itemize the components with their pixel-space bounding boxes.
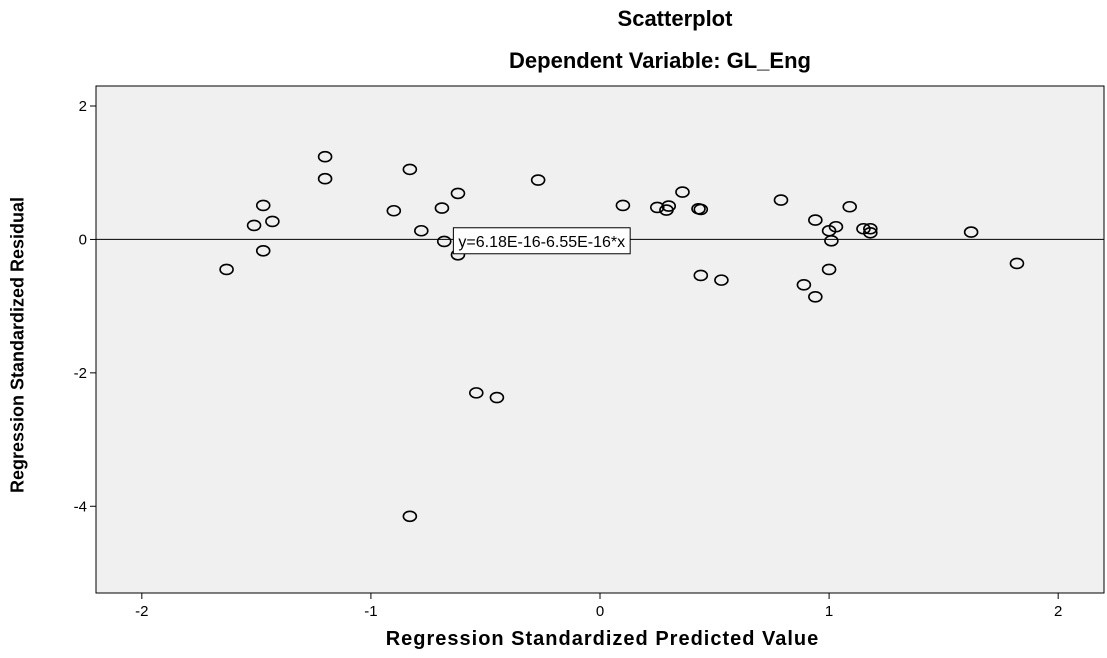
y-tick-label: -4 (74, 498, 87, 515)
data-point (842, 200, 858, 213)
data-point (863, 222, 878, 235)
x-axis-label: Regression Standardized Predicted Value (385, 628, 820, 650)
data-point (255, 244, 271, 257)
x-tick-label: 2 (1054, 603, 1062, 620)
data-point (808, 214, 823, 226)
data-point (414, 224, 429, 237)
data-point (402, 163, 418, 176)
fit-line-label: y=6.18E-16-6.55E-16*x (452, 227, 631, 255)
data-points (219, 150, 1025, 523)
chart-subtitle: Dependent Variable: GL_Eng (509, 48, 811, 73)
data-point (828, 220, 844, 233)
x-tick-label: 1 (825, 603, 833, 620)
data-point (824, 234, 839, 247)
y-tick-label: 2 (79, 98, 87, 115)
chart-title: Scatterplot (617, 6, 733, 31)
data-point (821, 263, 837, 276)
data-point (386, 204, 402, 217)
data-point (863, 226, 878, 239)
data-point (693, 269, 709, 282)
fit-line-label-text: y=6.18E-16-6.55E-16*x (458, 234, 625, 251)
x-tick-label: -2 (135, 603, 148, 620)
data-point (693, 203, 709, 216)
x-tick-label: 0 (596, 603, 604, 620)
axis-ticks: -2 -1 0 1 2 -4 -2 0 2 (74, 98, 1063, 620)
data-point (317, 172, 333, 185)
data-point (649, 201, 665, 214)
data-point (615, 199, 631, 212)
data-point (661, 200, 677, 212)
data-point (963, 226, 979, 238)
data-point (468, 387, 484, 399)
data-point (796, 278, 812, 291)
x-tick-label: -1 (364, 603, 377, 620)
data-point (402, 510, 418, 523)
data-point (773, 194, 789, 206)
data-point (434, 202, 450, 214)
data-point (714, 274, 729, 286)
data-point (219, 263, 234, 276)
data-point (675, 186, 690, 198)
data-point (450, 187, 466, 200)
data-point (1009, 257, 1025, 270)
data-point (436, 235, 452, 248)
data-point (317, 150, 333, 163)
data-point (246, 219, 262, 232)
data-point (489, 391, 505, 404)
y-tick-label: -2 (74, 365, 87, 382)
data-point (808, 291, 823, 303)
plot-background (95, 85, 1105, 594)
data-point (255, 199, 271, 212)
fit-line-label-box (452, 227, 631, 255)
data-point (530, 174, 546, 186)
y-tick-label: 0 (79, 231, 87, 248)
data-point (265, 215, 280, 228)
